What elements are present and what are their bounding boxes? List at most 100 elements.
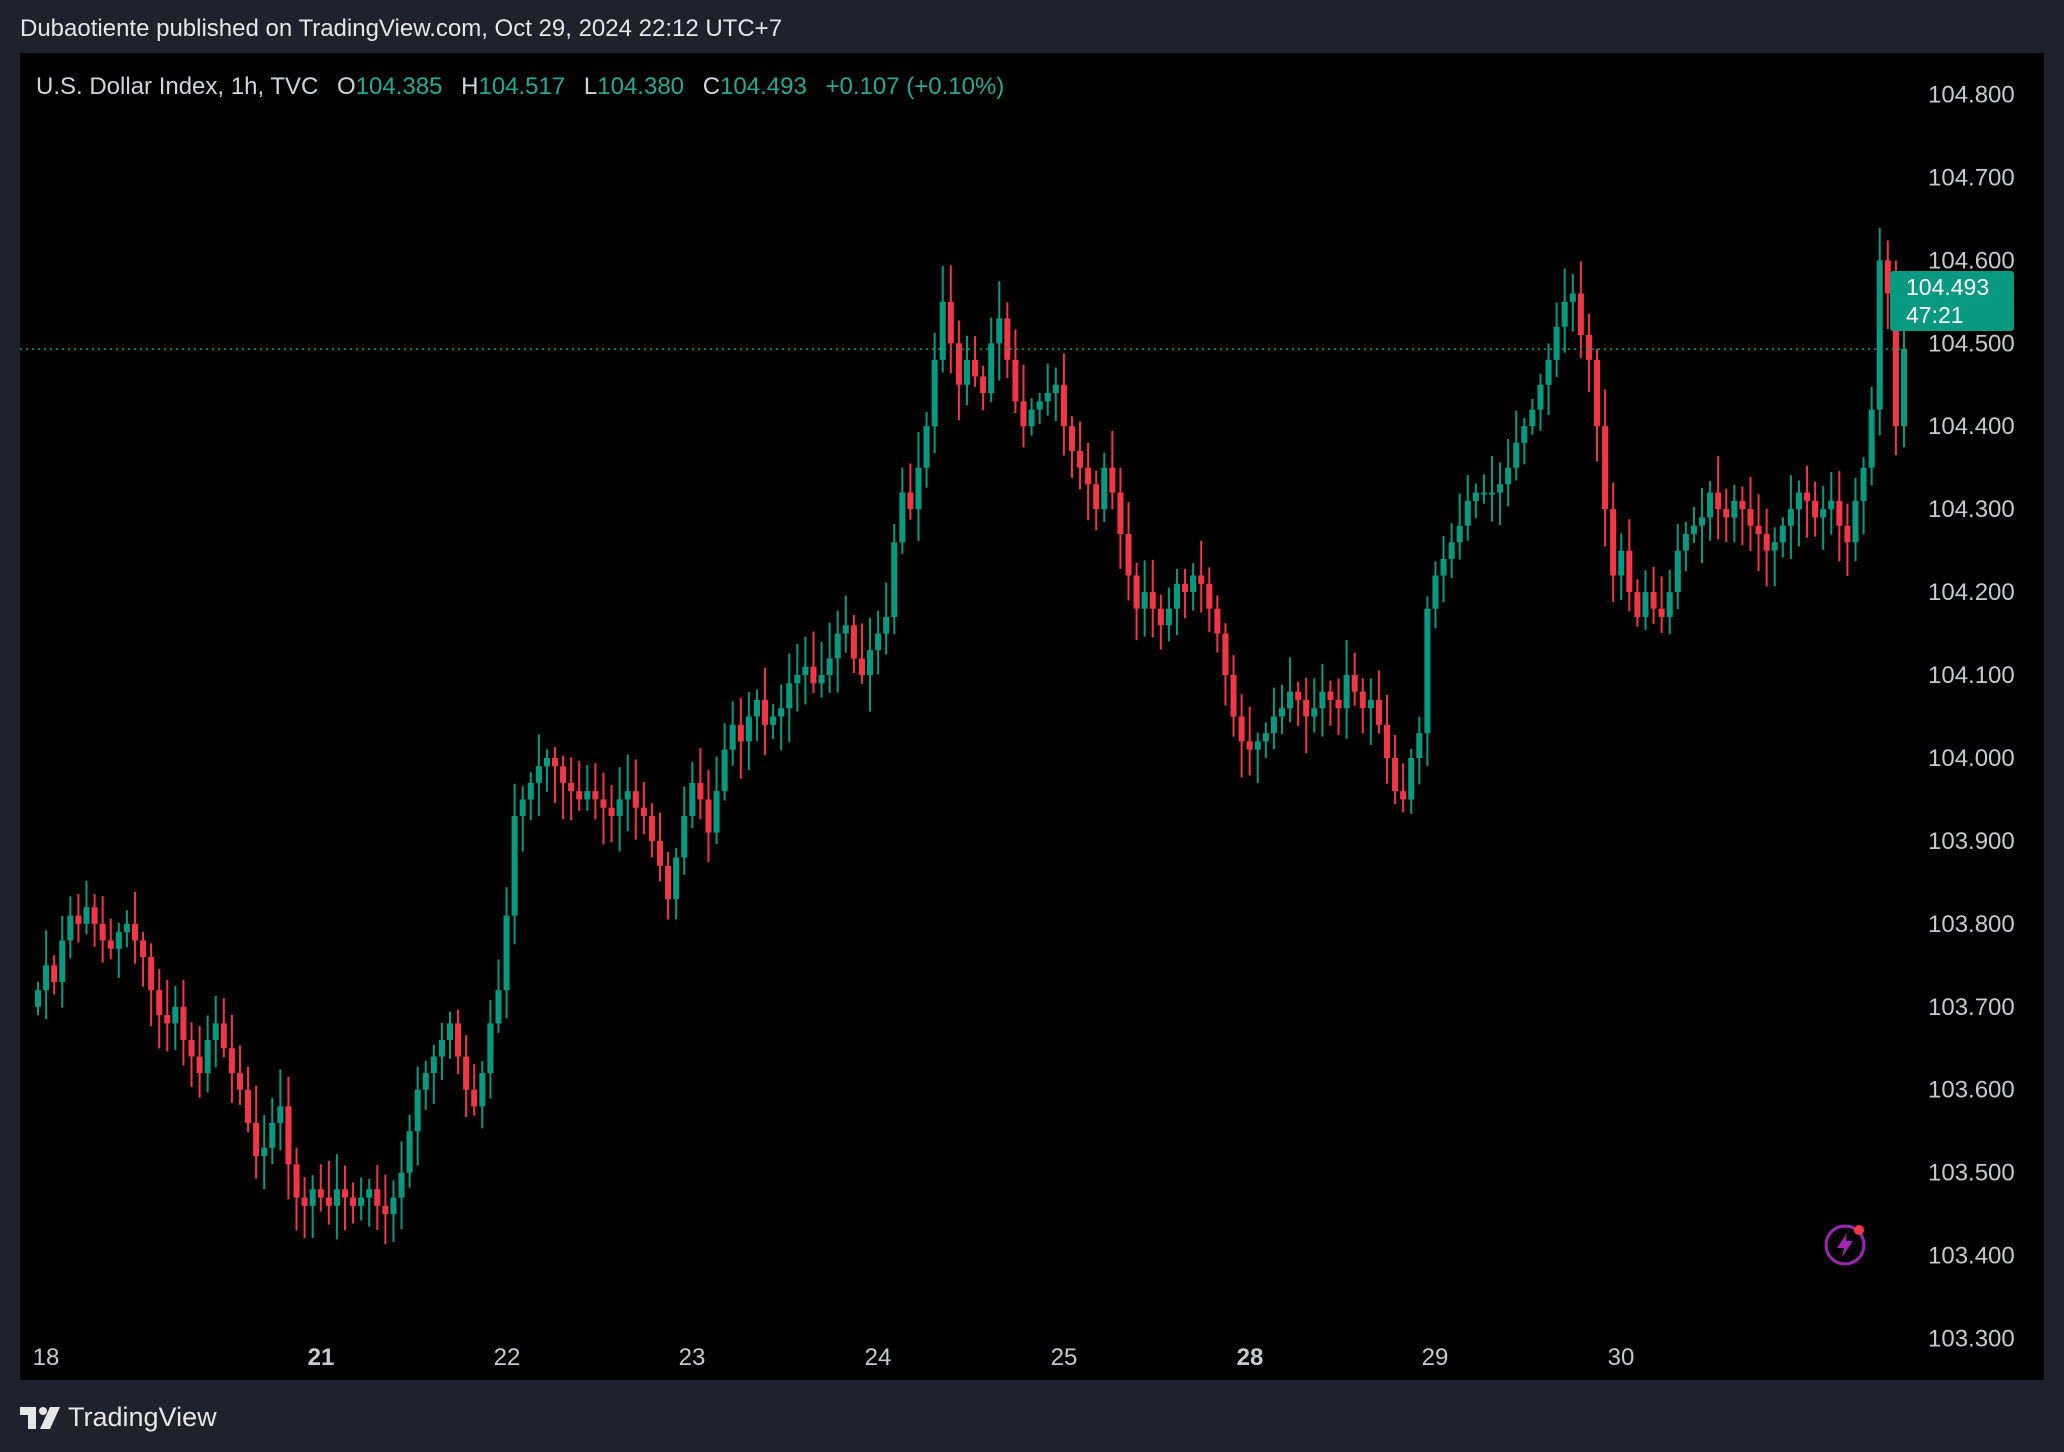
- candle-body: [107, 940, 114, 949]
- price-tick-label: 103.400: [1928, 1243, 2015, 1270]
- brand-name: TradingView: [68, 1402, 217, 1432]
- candle-body: [1165, 608, 1172, 626]
- time-tick-label: 18: [33, 1344, 60, 1371]
- candle-body: [826, 658, 833, 676]
- candle-body: [1836, 500, 1843, 526]
- time-axis: 18 21 22 23 24 25 28 29 30: [33, 1344, 1635, 1371]
- candle-body: [551, 757, 559, 767]
- candle-body: [1432, 575, 1439, 609]
- candle-body: [1440, 558, 1447, 576]
- price-tick-label: 103.900: [1928, 828, 2015, 855]
- price-tick-label: 103.600: [1928, 1077, 2015, 1104]
- candle-body: [1763, 534, 1770, 551]
- candle-body: [1795, 492, 1802, 510]
- candle-body: [875, 633, 882, 651]
- candle-body: [131, 923, 138, 941]
- candle-body: [1577, 293, 1584, 335]
- candle-body: [1626, 550, 1633, 593]
- candle-body: [350, 1197, 357, 1206]
- candle-body: [1497, 484, 1504, 493]
- high-label: H: [461, 73, 479, 100]
- candle-body: [1658, 608, 1665, 617]
- candle-body: [43, 965, 50, 991]
- candle-body: [1246, 741, 1253, 750]
- price-tick-label: 103.800: [1928, 911, 2015, 938]
- candle-body: [737, 724, 744, 742]
- candle-body: [196, 1056, 203, 1074]
- price-tick-label: 103.500: [1928, 1160, 2015, 1187]
- candle-body: [1456, 525, 1463, 543]
- last-price-value: 104.493: [1906, 274, 1990, 300]
- candle-body: [624, 791, 631, 800]
- candle-body: [1367, 699, 1374, 709]
- candle-body: [850, 625, 857, 659]
- change-value: +0.107 (+0.10%): [825, 73, 1005, 100]
- candle-body: [1804, 492, 1811, 501]
- candle-body: [1319, 691, 1326, 709]
- candle-body: [1351, 675, 1358, 692]
- candle-body: [745, 716, 752, 742]
- candle-body: [1416, 733, 1423, 758]
- candle-body: [1707, 492, 1714, 518]
- candle-body: [1876, 260, 1883, 410]
- candle-body: [1828, 500, 1835, 510]
- candle-body: [91, 907, 98, 924]
- candle-body: [1068, 426, 1075, 452]
- candle-body: [1779, 525, 1786, 543]
- candle-body: [261, 1147, 268, 1157]
- candle-body: [1157, 608, 1164, 626]
- candle-body: [1060, 384, 1067, 427]
- candle-body: [172, 1006, 179, 1024]
- candle-body: [414, 1089, 421, 1132]
- candle-body: [1513, 442, 1520, 468]
- candle-body: [253, 1122, 260, 1157]
- candle-body: [1868, 409, 1875, 468]
- candle-body: [915, 467, 922, 510]
- candle-body: [1190, 575, 1197, 593]
- candle-body: [1844, 525, 1851, 543]
- candle-body: [59, 940, 66, 982]
- candle-body: [140, 940, 147, 958]
- candle-body: [770, 716, 777, 725]
- candle-body: [681, 816, 688, 858]
- candle-body: [729, 724, 736, 750]
- candle-body: [1408, 757, 1415, 800]
- chart-area[interactable]: 104.800 104.700 104.600 104.500 104.400 104.3…: [20, 53, 2044, 1380]
- candle-body: [778, 708, 785, 717]
- candle-body: [212, 1023, 219, 1040]
- candle-body: [988, 343, 995, 394]
- candle-body: [1537, 384, 1544, 410]
- candle-body: [1028, 409, 1035, 427]
- candle-body: [1755, 525, 1762, 535]
- candle-body: [858, 658, 865, 676]
- candle-body: [1375, 699, 1382, 725]
- candle-body: [1303, 699, 1310, 717]
- candlestick-chart[interactable]: 104.800 104.700 104.600 104.500 104.400 104.3…: [20, 53, 2044, 1380]
- candle-body: [656, 840, 664, 866]
- candle-body: [269, 1122, 276, 1148]
- candle-body: [479, 1073, 486, 1107]
- candle-body: [1723, 509, 1730, 518]
- candle-body: [1335, 699, 1342, 709]
- candle-body: [1812, 500, 1819, 518]
- candle-body: [503, 915, 510, 991]
- candle-body: [75, 915, 82, 924]
- candle-body: [761, 699, 769, 725]
- candle-body: [83, 907, 90, 924]
- candle-body: [1634, 592, 1641, 617]
- candle-body: [600, 799, 607, 808]
- price-tick-label: 104.200: [1928, 579, 2015, 606]
- candle-body: [810, 666, 817, 684]
- candle-body: [818, 675, 825, 684]
- low-value: 104.380: [597, 73, 685, 100]
- candle-body: [455, 1023, 462, 1057]
- last-price-badge: 104.493 47:21: [1890, 271, 2014, 331]
- candle-body: [955, 343, 962, 385]
- chart-legend: U.S. Dollar Index, 1h, TVC O104.385 H104…: [36, 73, 1004, 101]
- candle-body: [568, 782, 575, 792]
- candle-body: [527, 782, 534, 800]
- candle-body: [673, 857, 680, 899]
- lightning-icon[interactable]: [1823, 1223, 1867, 1267]
- candle-body: [867, 650, 874, 676]
- footer-brand[interactable]: TradingView: [20, 1402, 217, 1433]
